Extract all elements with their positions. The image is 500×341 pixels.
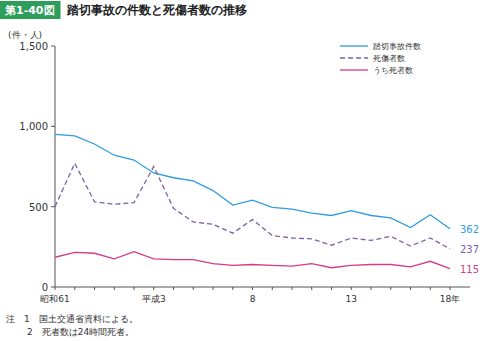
chart: 第1-40図踏切事故の件数と死傷者数の推移 (件・人) 0 500 1,000 1,500…	[0, 0, 500, 341]
x-tick	[213, 287, 214, 290]
series-line	[55, 163, 450, 249]
note: 2 死者数は24時間死者。	[27, 327, 134, 337]
title: 踏切事故の件数と死傷者数の推移	[66, 3, 247, 17]
figure-label-box	[0, 1, 61, 19]
data-label: 362	[460, 224, 479, 235]
y-axis	[55, 46, 56, 287]
y-tick-label: 1,500	[19, 41, 48, 52]
y-tick	[51, 287, 55, 288]
x-tick-label: 8	[250, 294, 256, 304]
x-tick	[371, 287, 372, 290]
x-tick	[114, 287, 115, 290]
y-tick-label: 500	[29, 202, 48, 213]
data-label: 115	[460, 264, 479, 275]
x-tick	[410, 287, 411, 290]
legend-swatch	[340, 45, 368, 46]
y-tick	[51, 126, 55, 127]
data-label: 237	[460, 244, 479, 255]
x-tick-label: 13	[346, 294, 357, 304]
x-tick	[311, 287, 312, 290]
figure-label: 第1-40図	[4, 4, 55, 17]
legend-swatch	[340, 57, 368, 58]
plot-area	[55, 134, 450, 268]
x-tick	[153, 287, 154, 290]
x-tick	[134, 287, 135, 290]
x-tick	[193, 287, 194, 290]
x-tick	[450, 287, 451, 290]
x-tick	[252, 287, 253, 290]
x-tick	[390, 287, 391, 290]
x-tick	[232, 287, 233, 290]
series-line	[55, 134, 450, 228]
x-tick	[173, 287, 174, 290]
x-tick	[55, 287, 56, 290]
y-tick	[51, 46, 55, 47]
x-tick	[351, 287, 352, 290]
x-tick	[94, 287, 95, 290]
x-tick-label: 平成3	[142, 294, 166, 304]
legend-label: 死傷者数	[373, 54, 405, 63]
x-tick-label: 18年	[440, 294, 460, 304]
legend-swatch	[340, 69, 368, 70]
x-tick	[292, 287, 293, 290]
y-tick-label: 0	[42, 282, 48, 293]
legend-label: 踏切事故件数	[373, 42, 421, 51]
series-line	[55, 252, 450, 269]
y-tick	[51, 206, 55, 207]
note: 注 1 国土交通省資料による。	[6, 314, 138, 324]
x-tick	[74, 287, 75, 290]
x-tick	[331, 287, 332, 290]
legend-label: うち死者数	[373, 66, 413, 75]
x-tick	[272, 287, 273, 290]
x-tick-label: 昭和61	[40, 294, 69, 304]
x-axis	[55, 287, 470, 288]
x-tick	[430, 287, 431, 290]
y-axis-label: (件・人)	[8, 30, 42, 40]
y-tick-label: 1,000	[19, 121, 48, 132]
legend: 踏切事故件数死傷者数うち死者数	[340, 42, 421, 75]
